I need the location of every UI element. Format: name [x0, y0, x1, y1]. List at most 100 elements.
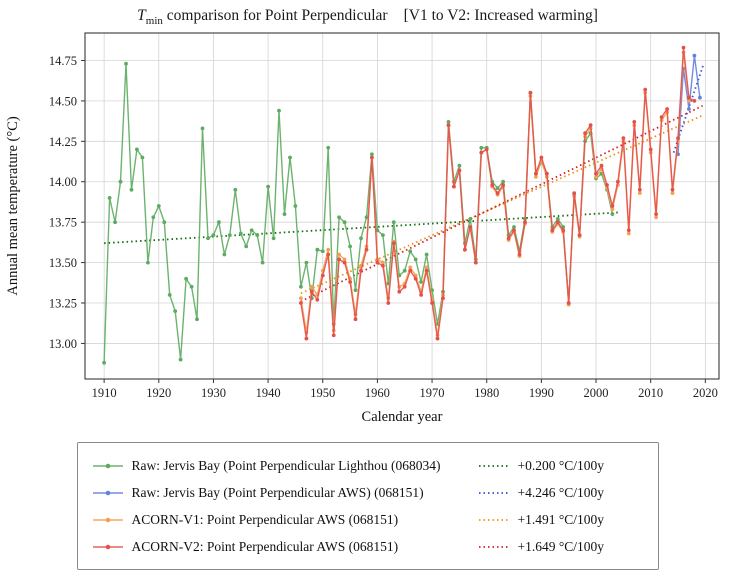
data-point-marker — [277, 108, 281, 113]
data-point-marker — [391, 241, 396, 246]
data-point-marker — [419, 280, 423, 284]
data-point-marker — [397, 289, 402, 294]
data-point-marker — [665, 107, 669, 111]
data-point-marker — [501, 183, 505, 187]
data-point-marker — [200, 126, 205, 131]
data-point-marker — [146, 260, 150, 265]
data-point-marker — [463, 247, 467, 252]
data-point-marker — [457, 168, 462, 173]
legend-trend-label: +1.649 °C/100y — [517, 538, 605, 554]
data-point-marker — [626, 228, 631, 233]
data-point-marker — [381, 233, 385, 238]
data-point-marker — [654, 215, 658, 220]
data-point-marker — [424, 268, 429, 273]
data-point-marker — [342, 260, 347, 265]
data-point-marker — [468, 217, 473, 221]
data-point-marker — [184, 276, 189, 281]
series-line-sample-icon — [92, 488, 132, 498]
data-point-marker — [572, 191, 577, 196]
data-point-marker — [659, 115, 664, 120]
legend-row: Raw: Jervis Bay (Point Perpendicular Lig… — [92, 452, 644, 479]
data-point-marker — [364, 247, 369, 252]
data-point-marker — [681, 45, 686, 50]
data-point-marker — [479, 150, 484, 155]
data-point-marker — [670, 191, 675, 196]
y-tick-label: 13.50 — [49, 256, 77, 270]
data-point-marker — [599, 163, 604, 168]
data-point-marker — [299, 296, 303, 301]
data-point-marker — [260, 260, 265, 265]
data-point-marker — [435, 336, 440, 341]
data-point-marker — [402, 268, 407, 273]
data-point-marker — [594, 175, 598, 179]
title-main-text: comparison for Point Perpendicular — [162, 7, 388, 24]
trend-line-sample-icon — [478, 515, 518, 525]
data-point-marker — [102, 360, 106, 365]
data-point-marker — [271, 236, 276, 241]
data-point-marker — [309, 284, 314, 289]
data-point-marker — [217, 220, 221, 225]
data-point-marker — [107, 196, 112, 200]
data-point-marker — [583, 131, 587, 136]
data-point-marker — [342, 257, 347, 262]
data-point-marker — [173, 309, 178, 314]
x-tick-label: 1930 — [201, 386, 226, 400]
legend: Raw: Jervis Bay (Point Perpendicular Lig… — [76, 442, 659, 571]
raw-aws-line — [677, 55, 701, 155]
data-point-marker — [413, 257, 418, 262]
legend-series-label: Raw: Jervis Bay (Point Perpendicular AWS… — [131, 484, 424, 500]
data-point-marker — [495, 186, 500, 191]
trend-line-sample-icon — [478, 542, 518, 552]
data-point-marker — [501, 179, 505, 184]
data-point-marker — [446, 123, 451, 128]
data-point-marker — [577, 233, 582, 238]
data-point-marker — [413, 276, 418, 281]
data-point-marker — [692, 53, 697, 58]
x-axis-label: Calendar year — [362, 409, 443, 425]
data-point-marker — [616, 179, 620, 184]
data-point-marker — [495, 191, 500, 196]
data-point-marker — [391, 220, 396, 225]
data-point-marker — [304, 260, 309, 265]
data-point-marker — [124, 61, 128, 66]
data-point-marker — [687, 95, 691, 100]
data-point-marker — [555, 217, 560, 221]
data-point-marker — [424, 252, 429, 257]
data-point-marker — [441, 296, 445, 301]
data-point-marker — [698, 95, 702, 100]
data-point-marker — [457, 163, 462, 168]
data-point-marker — [255, 233, 260, 238]
data-point-marker — [610, 207, 615, 212]
y-tick-label: 13.75 — [49, 216, 77, 230]
plot-border — [84, 32, 720, 380]
data-point-marker — [299, 284, 303, 289]
data-point-marker — [293, 204, 298, 208]
data-point-marker — [331, 333, 336, 338]
data-point-marker — [156, 204, 161, 208]
data-point-marker — [534, 175, 538, 179]
data-point-marker — [626, 231, 631, 236]
data-point-marker — [484, 147, 489, 152]
y-axis-label: Annual mean temperature (°C) — [5, 116, 21, 295]
data-point-marker — [446, 120, 451, 124]
data-point-marker — [233, 187, 238, 192]
data-point-marker — [151, 215, 156, 220]
data-point-marker — [135, 147, 139, 152]
data-point-marker — [632, 120, 637, 124]
data-point-marker — [637, 187, 642, 192]
legend-trend-label: +1.491 °C/100y — [517, 511, 605, 527]
data-point-marker — [544, 171, 549, 176]
data-point-marker — [238, 231, 243, 236]
x-tick-label: 2010 — [638, 386, 663, 400]
trend-line-sample-icon — [478, 461, 518, 471]
data-point-marker — [304, 336, 309, 341]
chart-plot-area: 1910 1920 1930 1940 1950 1960 1970 1980 1990 2000… — [5, 32, 720, 425]
data-point-marker — [637, 191, 642, 196]
x-tick-label: 1950 — [310, 386, 335, 400]
trend-line-sample-icon — [478, 488, 518, 498]
data-point-marker — [189, 284, 194, 289]
data-point-marker — [309, 289, 314, 294]
data-point-marker — [539, 155, 544, 160]
chart-title: Tmin comparison for Point Perpendicular [… — [0, 0, 735, 27]
legend-series-label: ACORN-V1: Point Perpendicular AWS (06815… — [131, 511, 399, 527]
